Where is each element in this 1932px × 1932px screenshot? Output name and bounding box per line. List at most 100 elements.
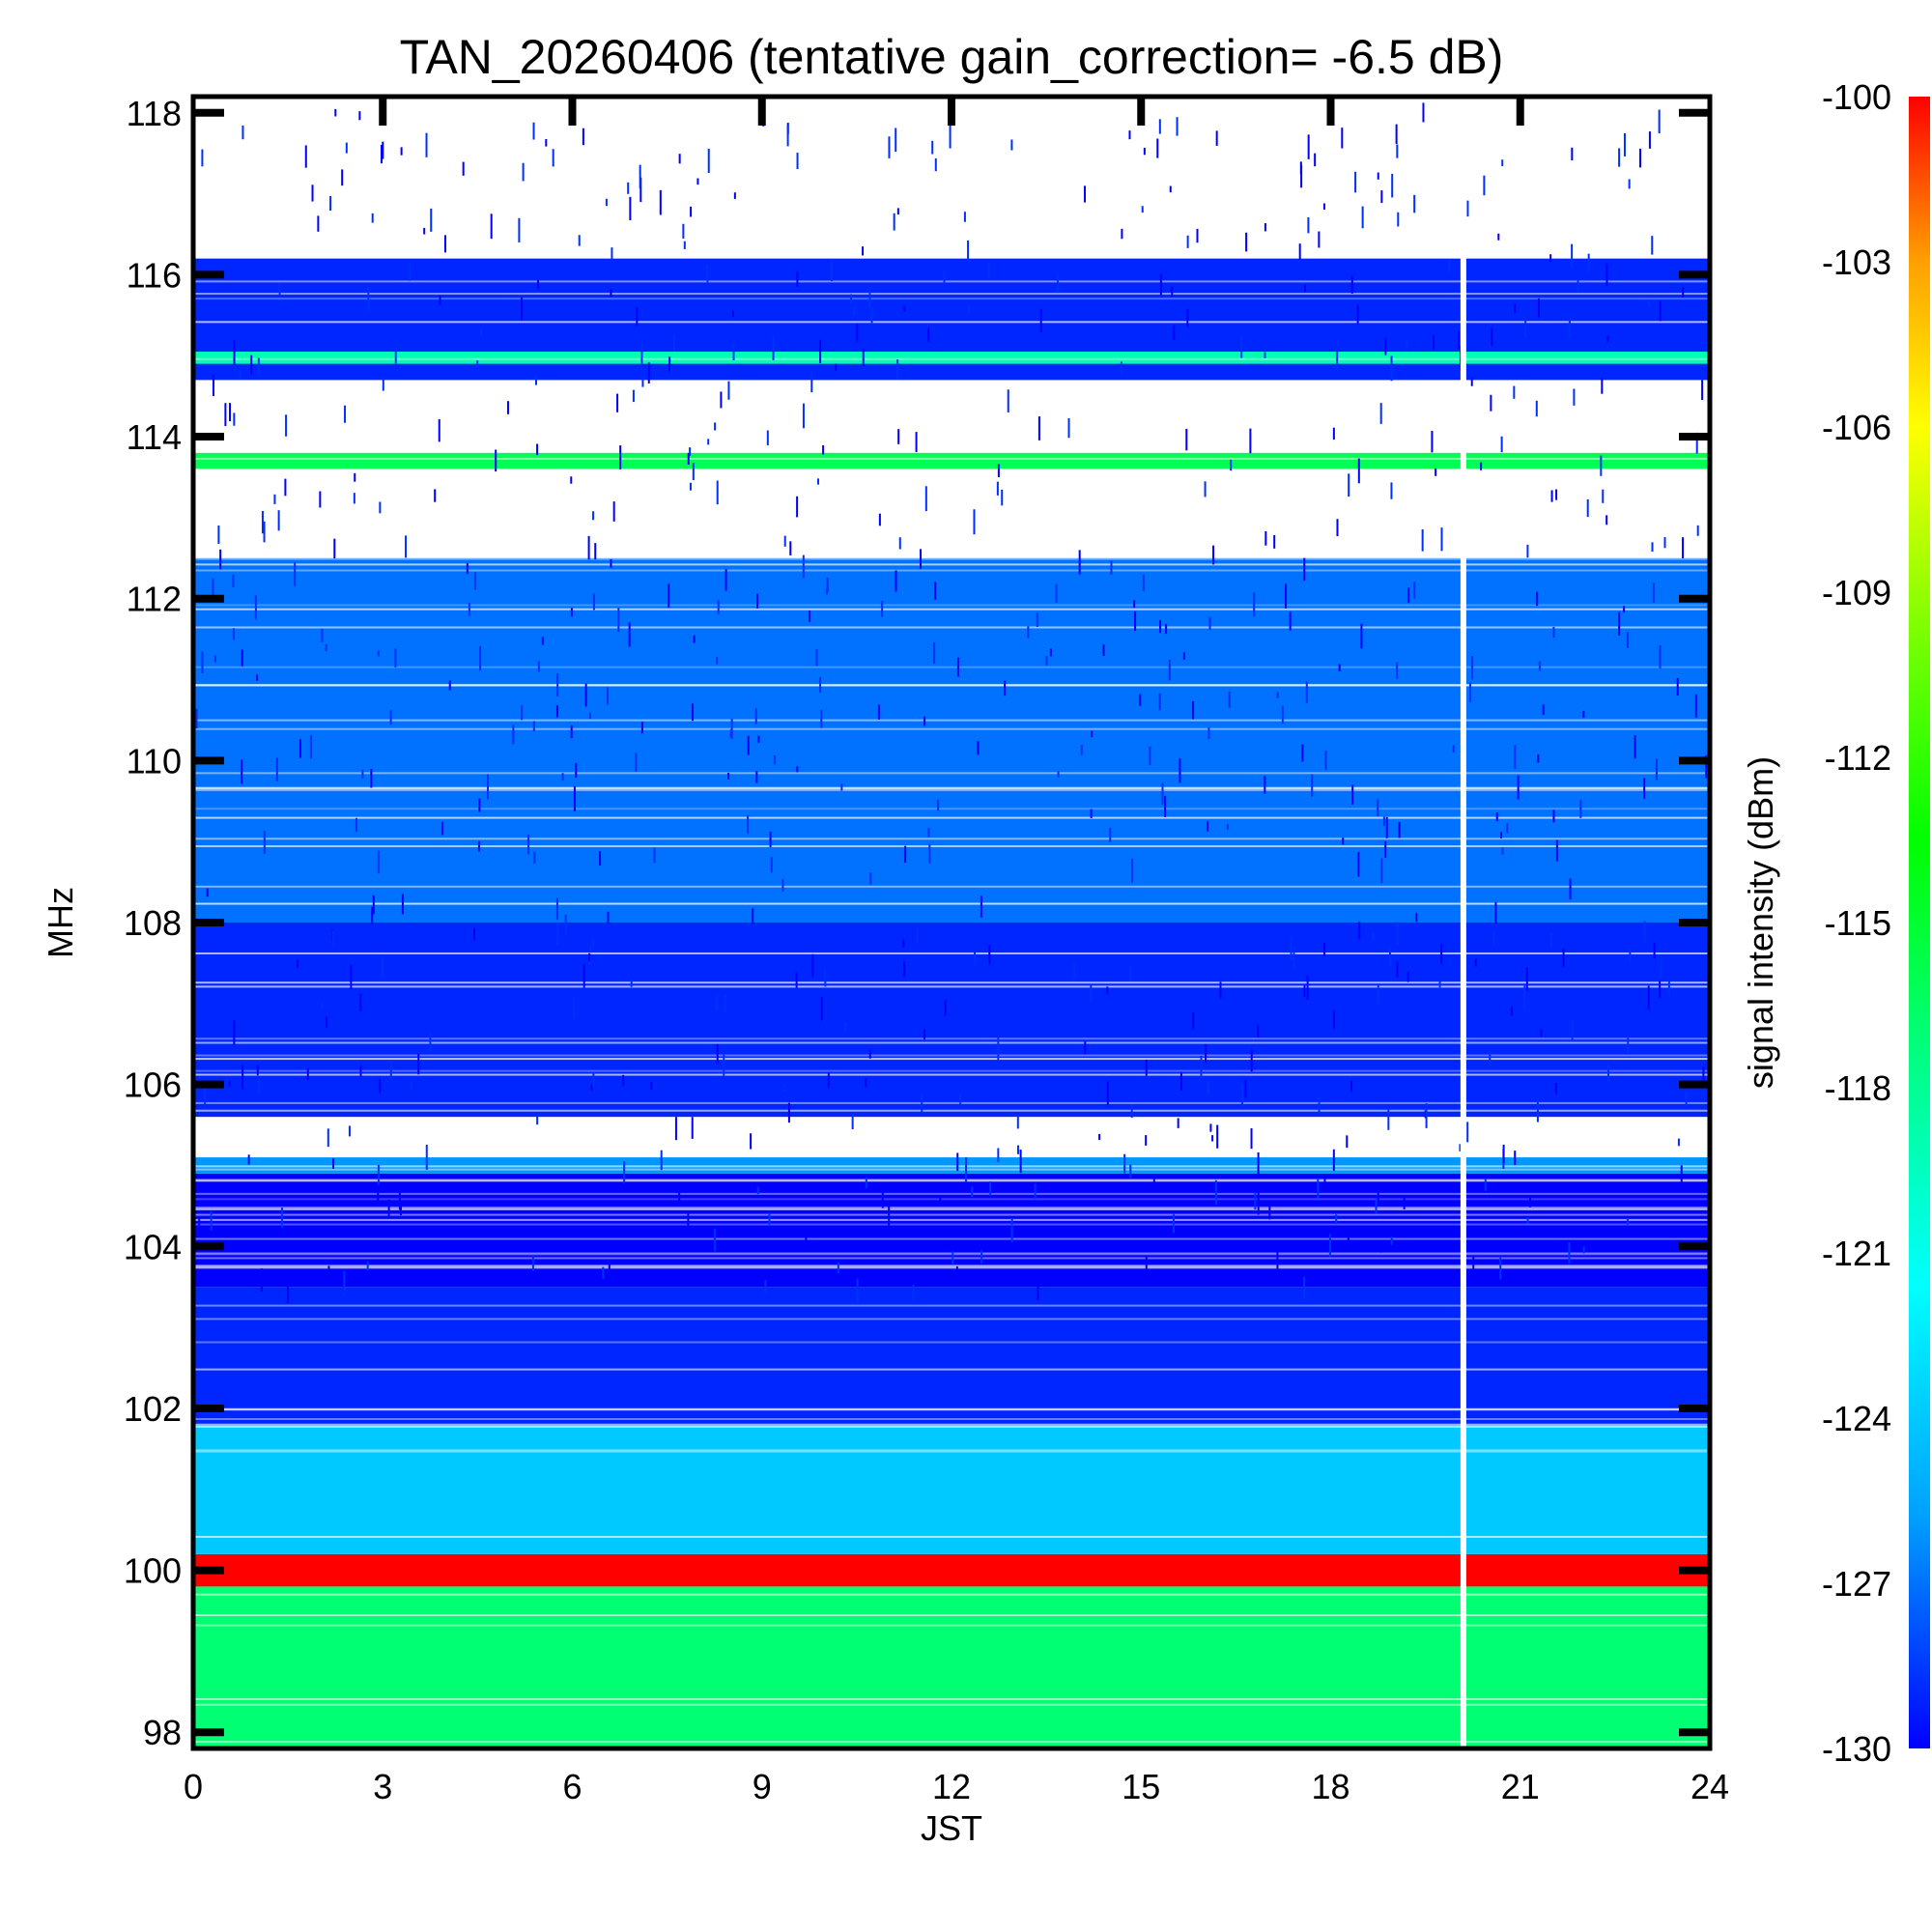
heatmap-gap-line bbox=[193, 902, 1710, 905]
heatmap-gap-line bbox=[193, 130, 1710, 133]
heatmap-noise-mark bbox=[1396, 961, 1399, 979]
heatmap-noise-mark bbox=[466, 562, 469, 575]
heatmap-noise-mark bbox=[916, 927, 919, 945]
heatmap-noise-mark bbox=[862, 246, 865, 256]
colorbar-tick-label: -112 bbox=[1825, 738, 1891, 778]
colorbar-tick-label: -130 bbox=[1822, 1729, 1891, 1769]
heatmap-gap-line bbox=[193, 1165, 1710, 1168]
heatmap-band bbox=[193, 1553, 1710, 1587]
heatmap-band bbox=[193, 1173, 1710, 1288]
heatmap-noise-mark bbox=[377, 650, 380, 657]
heatmap-noise-mark bbox=[1448, 259, 1451, 272]
heatmap-noise-mark bbox=[1384, 337, 1387, 355]
heatmap-noise-mark bbox=[1307, 134, 1310, 159]
heatmap-noise-mark bbox=[811, 953, 814, 978]
heatmap-noise-mark bbox=[747, 735, 750, 755]
heatmap-noise-mark bbox=[1606, 335, 1609, 342]
heatmap-noise-mark bbox=[1648, 300, 1651, 307]
heatmap-noise-mark bbox=[608, 1261, 611, 1272]
heatmap-noise-mark bbox=[1037, 1276, 1039, 1300]
heatmap-noise-mark bbox=[1084, 1040, 1087, 1055]
heatmap-noise-mark bbox=[1502, 1144, 1505, 1164]
heatmap-noise-mark bbox=[438, 419, 440, 442]
heatmap-noise-mark bbox=[1361, 206, 1364, 229]
heatmap-noise-mark bbox=[920, 549, 923, 569]
heatmap-noise-mark bbox=[987, 263, 990, 279]
heatmap-gap-line bbox=[193, 1697, 1710, 1700]
heatmap-gap-line bbox=[193, 1703, 1710, 1706]
heatmap-noise-mark bbox=[622, 1074, 625, 1087]
heatmap-noise-mark bbox=[659, 189, 662, 215]
heatmap-noise-mark bbox=[1333, 1009, 1336, 1030]
heatmap-gap-line bbox=[193, 772, 1710, 775]
heatmap-gap-line bbox=[193, 1253, 1710, 1256]
heatmap-noise-mark bbox=[927, 327, 930, 342]
heatmap-noise-mark bbox=[1659, 645, 1662, 668]
heatmap-noise-mark bbox=[1169, 185, 1172, 193]
heatmap-noise-mark bbox=[358, 111, 361, 121]
heatmap-noise-mark bbox=[1182, 652, 1185, 660]
heatmap-gap-line bbox=[193, 321, 1710, 324]
heatmap-noise-mark bbox=[819, 339, 822, 364]
heatmap-noise-mark bbox=[241, 649, 243, 667]
heatmap-noise-mark bbox=[1701, 380, 1704, 401]
heatmap-noise-mark bbox=[1538, 661, 1541, 671]
heatmap-noise-mark bbox=[1318, 231, 1321, 248]
heatmap-noise-mark bbox=[1582, 1246, 1585, 1254]
heatmap-noise-mark bbox=[689, 447, 692, 456]
heatmap-noise-mark bbox=[959, 1094, 962, 1106]
heatmap-noise-mark bbox=[612, 501, 615, 522]
heatmap-noise-mark bbox=[1179, 1071, 1182, 1092]
heatmap-gap-line bbox=[193, 808, 1710, 810]
heatmap-gap-line bbox=[193, 1141, 1710, 1144]
heatmap-noise-mark bbox=[325, 643, 327, 652]
heatmap-noise-mark bbox=[868, 1049, 871, 1059]
heatmap-noise-mark bbox=[849, 294, 852, 304]
heatmap-noise-mark bbox=[361, 769, 364, 779]
heatmap-noise-mark bbox=[1398, 821, 1401, 838]
heatmap-noise-mark bbox=[1569, 878, 1572, 900]
heatmap-noise-mark bbox=[1677, 1138, 1680, 1147]
heatmap-noise-mark bbox=[1480, 462, 1483, 470]
heatmap-noise-mark bbox=[1407, 587, 1410, 604]
heatmap-noise-mark bbox=[561, 773, 564, 781]
x-tick-label: 0 bbox=[184, 1767, 203, 1806]
heatmap-noise-mark bbox=[955, 1265, 958, 1279]
heatmap-noise-mark bbox=[256, 674, 259, 681]
heatmap-noise-mark bbox=[1080, 744, 1083, 755]
heatmap-noise-mark bbox=[682, 223, 685, 239]
heatmap-noise-mark bbox=[382, 377, 384, 391]
heatmap-noise-mark bbox=[1336, 349, 1339, 371]
heatmap-band bbox=[193, 452, 1710, 469]
heatmap-noise-mark bbox=[1302, 1277, 1305, 1299]
heatmap-noise-mark bbox=[1250, 1127, 1253, 1150]
heatmap-noise-mark bbox=[1139, 694, 1142, 706]
heatmap-noise-mark bbox=[198, 1216, 201, 1228]
heatmap-noise-mark bbox=[678, 154, 681, 164]
heatmap-noise-mark bbox=[348, 1125, 351, 1137]
heatmap-noise-mark bbox=[1542, 704, 1545, 716]
heatmap-noise-mark bbox=[1323, 942, 1326, 957]
heatmap-noise-mark bbox=[844, 1021, 847, 1033]
heatmap-noise-mark bbox=[865, 1177, 867, 1188]
heatmap-noise-mark bbox=[727, 381, 730, 400]
heatmap-noise-mark bbox=[590, 1084, 593, 1092]
heatmap-noise-mark bbox=[256, 1065, 259, 1076]
heatmap-noise-mark bbox=[367, 286, 370, 311]
heatmap-noise-mark bbox=[1435, 468, 1437, 476]
heatmap-noise-mark bbox=[1285, 583, 1288, 610]
heatmap-noise-mark bbox=[853, 304, 856, 316]
heatmap-noise-mark bbox=[1586, 498, 1589, 518]
heatmap-noise-mark bbox=[1317, 1178, 1320, 1199]
heatmap-noise-mark bbox=[410, 1081, 412, 1091]
heatmap-noise-mark bbox=[632, 389, 635, 403]
x-tick-label: 21 bbox=[1501, 1767, 1540, 1806]
heatmap-band bbox=[193, 1287, 1710, 1425]
heatmap-noise-mark bbox=[247, 1154, 250, 1165]
heatmap-noise-mark bbox=[815, 648, 818, 667]
heatmap-noise-mark bbox=[923, 1029, 925, 1039]
heatmap-noise-mark bbox=[490, 213, 493, 240]
heatmap-noise-mark bbox=[1555, 489, 1558, 500]
heatmap-noise-mark bbox=[521, 297, 524, 321]
heatmap-noise-mark bbox=[570, 476, 573, 484]
